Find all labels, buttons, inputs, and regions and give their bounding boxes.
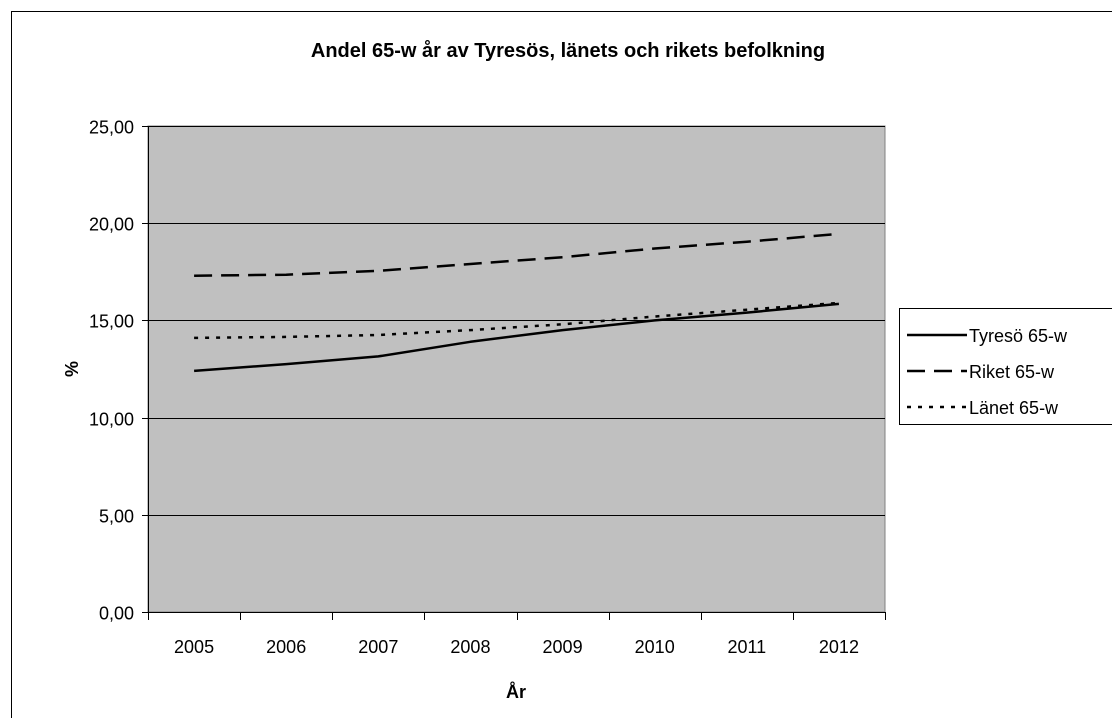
y-tick-label: 5,00 xyxy=(99,507,134,527)
y-axis-label: % xyxy=(62,361,82,377)
x-tick-label: 2005 xyxy=(174,637,214,657)
legend-label-0: Tyresö 65-w xyxy=(969,326,1068,346)
series-lines xyxy=(194,232,840,373)
series-line-0 xyxy=(194,302,840,373)
x-tick-label: 2011 xyxy=(727,637,766,657)
x-axis-label: År xyxy=(506,682,526,702)
x-tick-label: 2007 xyxy=(358,637,398,657)
grid-lines xyxy=(148,126,885,516)
x-tick-label: 2008 xyxy=(450,637,490,657)
x-tick-label: 2012 xyxy=(819,637,859,657)
y-tick-label: 0,00 xyxy=(99,604,134,624)
y-tick-label: 10,00 xyxy=(89,410,134,430)
y-tick-label: 25,00 xyxy=(89,118,134,138)
legend: Tyresö 65-w Riket 65-w Länet 65-w xyxy=(899,308,1112,425)
legend-label-1: Riket 65-w xyxy=(969,362,1055,382)
legend-label-2: Länet 65-w xyxy=(969,398,1059,418)
y-tick-label: 15,00 xyxy=(89,312,134,332)
x-tick-label: 2006 xyxy=(266,637,306,657)
y-axis-ticks: 0,00 5,00 10,00 15,00 20,00 25,00 xyxy=(89,118,148,624)
legend-box xyxy=(899,308,1112,425)
x-tick-label: 2009 xyxy=(543,637,583,657)
y-tick-label: 20,00 xyxy=(89,215,134,235)
plot-area xyxy=(147,125,886,613)
axes xyxy=(148,126,885,613)
series-line-2 xyxy=(194,301,839,340)
chart-title: Andel 65-w år av Tyresös, länets och rik… xyxy=(311,39,825,62)
x-tick-label: 2010 xyxy=(635,637,675,657)
x-axis-ticks: 2005 2006 2007 2008 2009 2010 2011 2012 xyxy=(148,612,886,657)
